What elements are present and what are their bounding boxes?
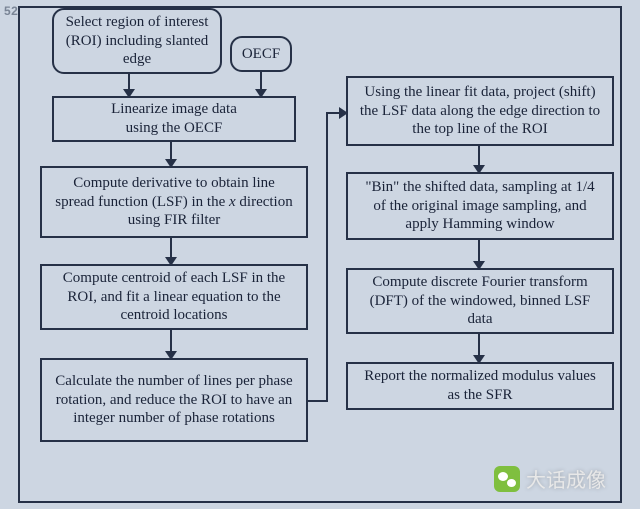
edge-lin-lsf [170, 142, 172, 160]
node-sfr: Report the normalized modulus values as … [346, 362, 614, 410]
node-roi: Select region of interest (ROI) includin… [52, 8, 222, 74]
node-dft: Compute discrete Fourier transform (DFT)… [346, 268, 614, 334]
node-bin-label: "Bin" the shifted data, sampling at 1/4 … [358, 178, 602, 234]
edge-roi-lin [128, 74, 130, 90]
edge-bin-dft [478, 240, 480, 262]
node-bin: "Bin" the shifted data, sampling at 1/4 … [346, 172, 614, 240]
node-linearize: Linearize image datausing the OECF [52, 96, 296, 142]
edge-centroid-phase [170, 330, 172, 352]
node-phase: Calculate the number of lines per phase … [40, 358, 308, 442]
node-centroid: Compute centroid of each LSF in the ROI,… [40, 264, 308, 330]
watermark-bottom-right: 大话成像 [494, 464, 606, 493]
edge-phase-project-seg3 [326, 112, 340, 114]
edge-dft-sfr [478, 334, 480, 356]
edge-oecf-lin [260, 72, 262, 90]
edge-phase-project-seg1 [308, 400, 328, 402]
watermark-bottom-right-text: 大话成像 [526, 464, 606, 493]
node-lsf: Compute derivative to obtain line spread… [40, 166, 308, 238]
node-project: Using the linear fit data, project (shif… [346, 76, 614, 146]
node-lsf-label: Compute derivative to obtain line spread… [52, 174, 296, 230]
node-linearize-label: Linearize image datausing the OECF [111, 100, 237, 138]
wechat-icon [494, 466, 520, 492]
flowchart-panel: Select region of interest (ROI) includin… [18, 6, 622, 503]
node-oecf: OECF [230, 36, 292, 72]
edge-lsf-centroid [170, 238, 172, 258]
edge-project-bin [478, 146, 480, 166]
edge-phase-project-seg2 [326, 112, 328, 402]
